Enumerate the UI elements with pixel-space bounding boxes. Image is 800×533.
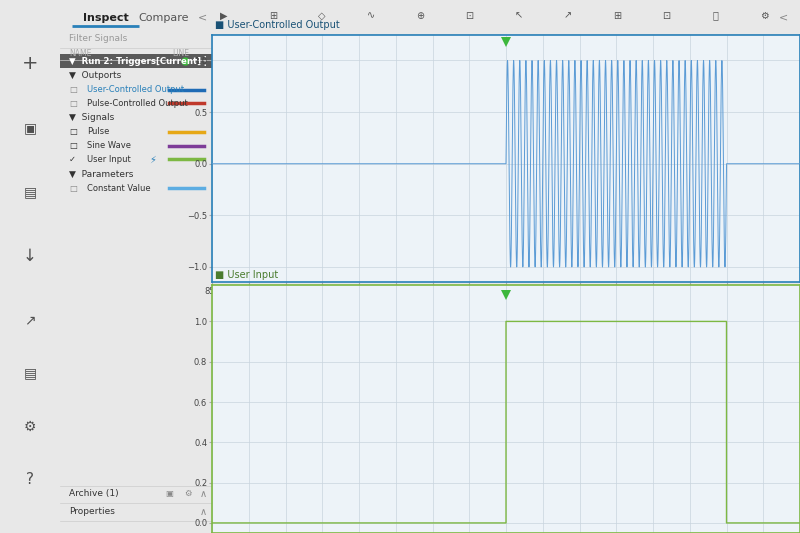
FancyBboxPatch shape — [60, 54, 212, 68]
Text: ⊡: ⊡ — [662, 11, 670, 21]
Text: ⋮: ⋮ — [198, 55, 210, 68]
Text: ↗: ↗ — [564, 11, 572, 21]
Text: User-Controlled Output: User-Controlled Output — [87, 85, 185, 94]
Text: +: + — [22, 54, 38, 74]
Text: ■ User-Controlled Output: ■ User-Controlled Output — [215, 20, 340, 30]
Text: ?: ? — [26, 472, 34, 487]
Text: ■ User Input: ■ User Input — [215, 270, 278, 280]
Text: Filter Signals: Filter Signals — [69, 34, 127, 43]
Text: ⊡: ⊡ — [466, 11, 474, 21]
Text: Constant Value: Constant Value — [87, 184, 151, 192]
Text: Inspect: Inspect — [82, 13, 129, 22]
Text: 📷: 📷 — [713, 11, 718, 21]
Text: Properties: Properties — [69, 507, 115, 516]
Text: ▣: ▣ — [166, 489, 174, 498]
Text: ↗: ↗ — [24, 313, 36, 327]
Text: Pulse-Controlled Output: Pulse-Controlled Output — [87, 99, 188, 108]
Text: □: □ — [69, 141, 77, 150]
Text: User Input: User Input — [87, 155, 131, 164]
Text: ⚡: ⚡ — [150, 155, 156, 164]
Text: Compare: Compare — [138, 13, 189, 22]
Text: ⊞: ⊞ — [613, 11, 622, 21]
Text: Pulse: Pulse — [87, 127, 110, 136]
Text: ▼  Outports: ▼ Outports — [69, 71, 122, 80]
Text: ▤: ▤ — [23, 185, 37, 199]
Text: ◇: ◇ — [318, 11, 326, 21]
Text: NAME: NAME — [69, 49, 91, 58]
Text: ▼  Run 2: Triggers[Current]: ▼ Run 2: Triggers[Current] — [69, 57, 202, 66]
Text: ⚙: ⚙ — [184, 489, 191, 498]
Text: ▼  Parameters: ▼ Parameters — [69, 170, 134, 179]
Text: Sine Wave: Sine Wave — [87, 141, 131, 150]
Text: ⚙: ⚙ — [24, 419, 36, 433]
Text: ↖: ↖ — [514, 11, 523, 21]
Text: ∧: ∧ — [199, 489, 206, 498]
Text: ▤: ▤ — [23, 366, 37, 380]
Text: □: □ — [69, 85, 77, 94]
Text: LINE: LINE — [172, 49, 189, 58]
Text: <: < — [198, 13, 207, 22]
Text: ∿: ∿ — [367, 11, 375, 21]
Text: ⊞: ⊞ — [269, 11, 277, 21]
Text: ▶: ▶ — [220, 11, 227, 21]
Text: ∧: ∧ — [199, 507, 206, 516]
Text: ▣: ▣ — [23, 121, 37, 135]
Text: □: □ — [69, 127, 77, 136]
Text: Archive (1): Archive (1) — [69, 489, 118, 498]
Text: ⊕: ⊕ — [417, 11, 425, 21]
Text: <: < — [779, 12, 788, 22]
Text: □: □ — [69, 184, 77, 192]
Text: ✓: ✓ — [69, 155, 76, 164]
Text: ▼  Signals: ▼ Signals — [69, 114, 114, 122]
Text: □: □ — [69, 99, 77, 108]
Text: ⚙: ⚙ — [760, 11, 769, 21]
Text: ↓: ↓ — [23, 247, 37, 265]
